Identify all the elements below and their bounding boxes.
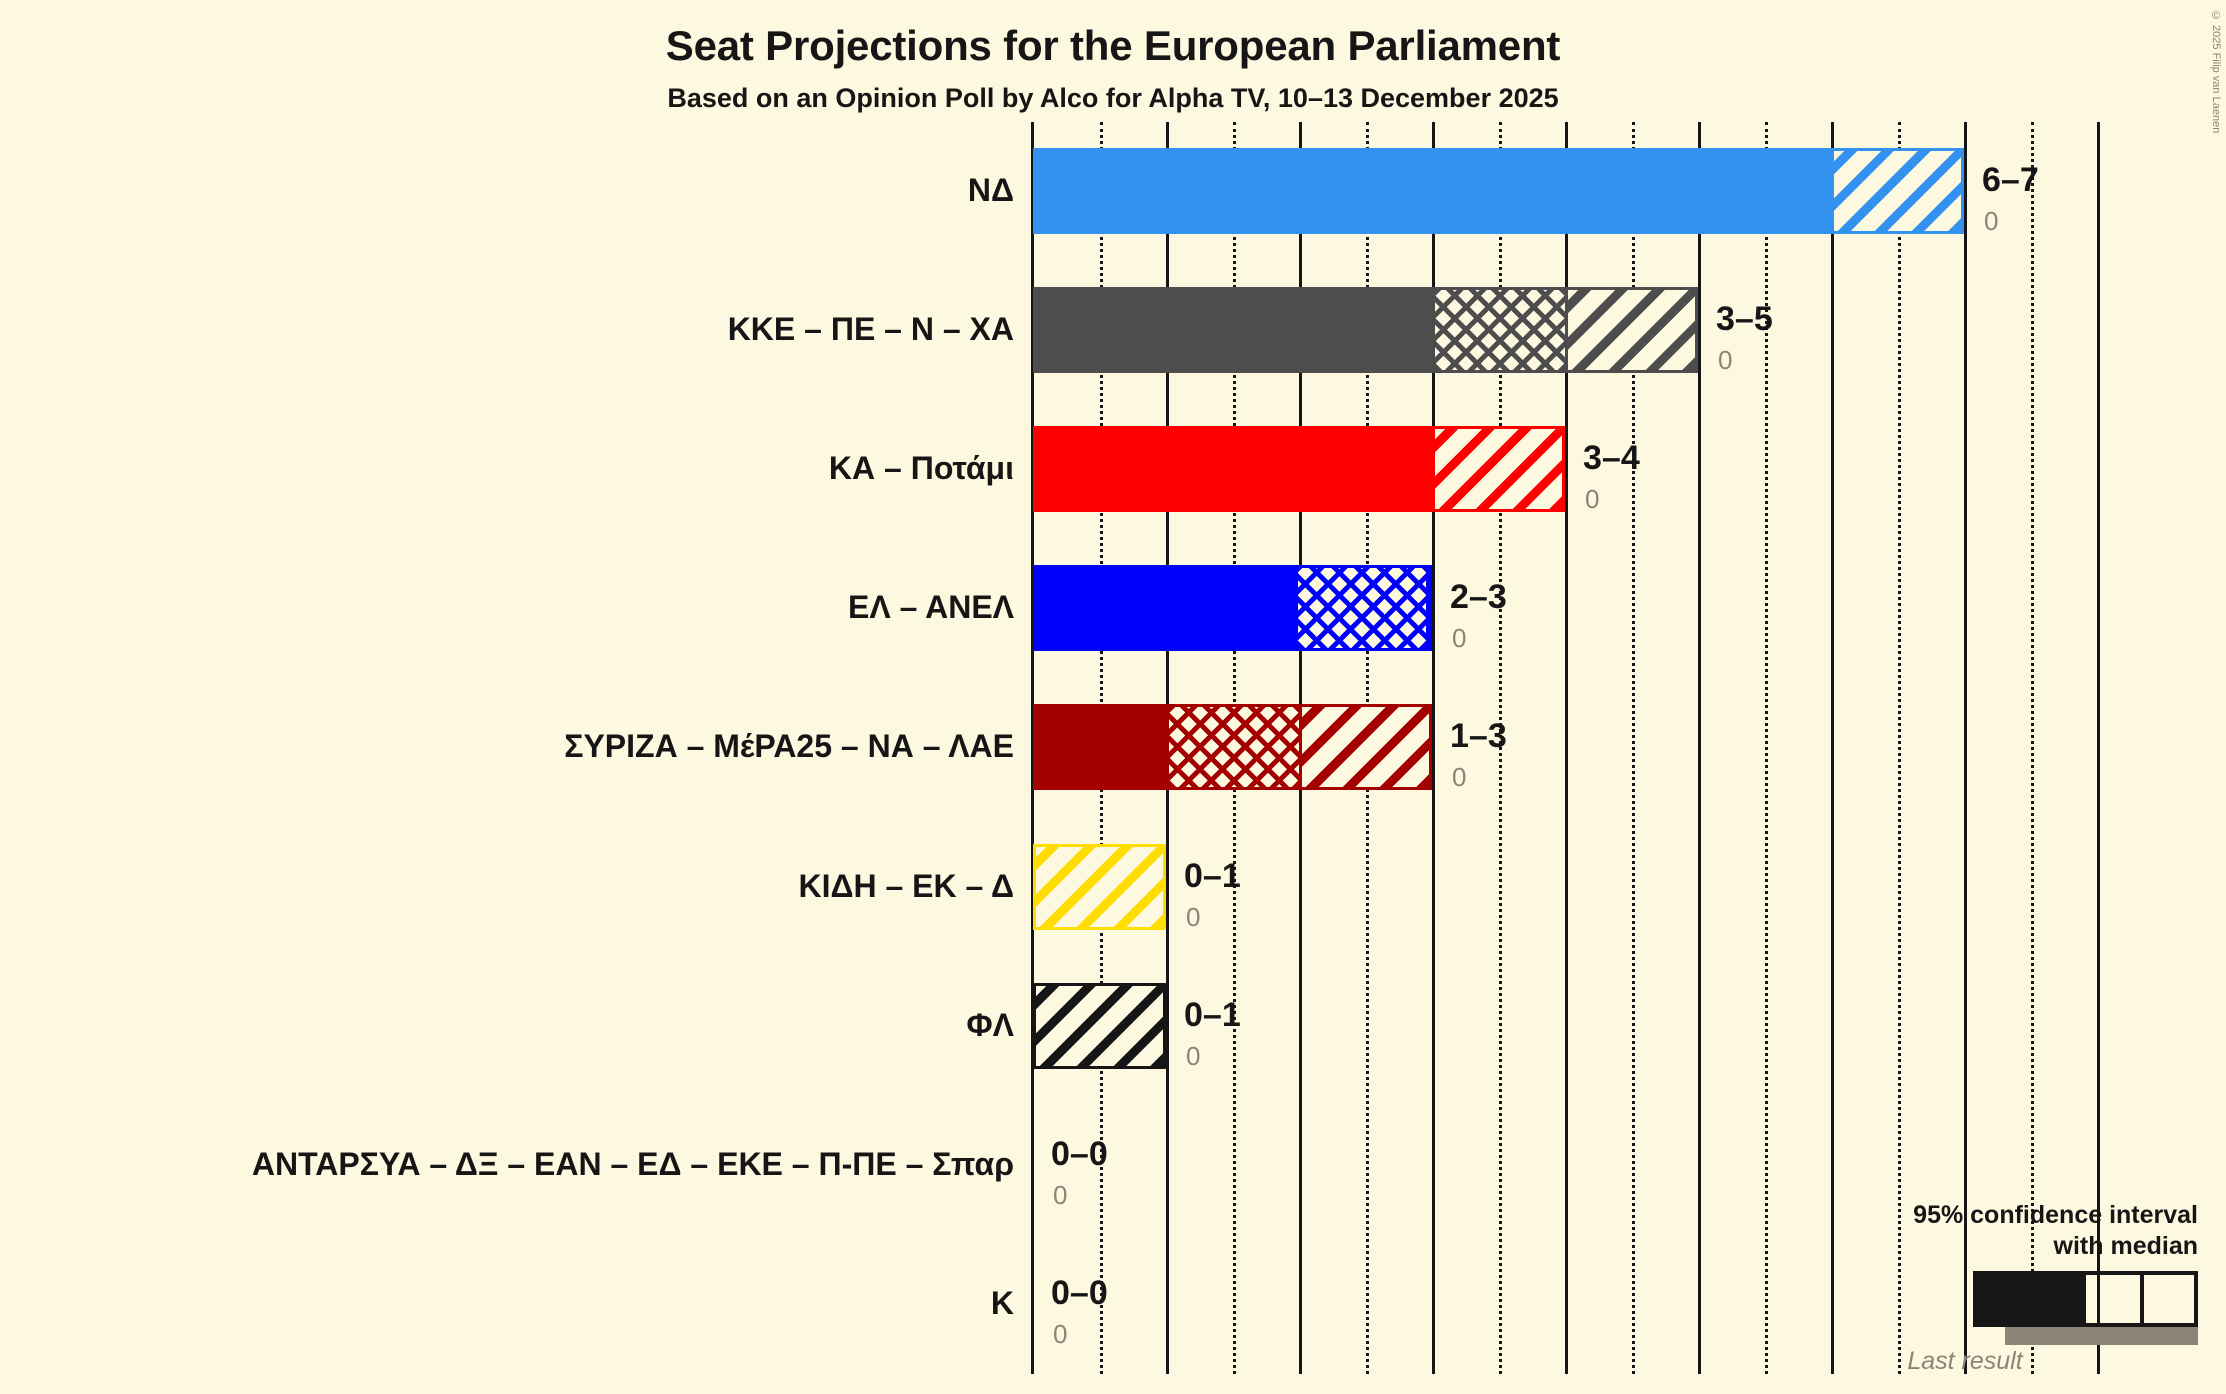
- page-title: Seat Projections for the European Parlia…: [665, 22, 1561, 69]
- gridline-minor: [1897, 122, 1901, 1374]
- confidence-interval-bar: [1033, 287, 1698, 374]
- gridline-major: [1831, 122, 1834, 1374]
- gridline-minor: [1631, 122, 1635, 1374]
- plot-area: 6–7 0 3–5 0 3–4 0 2–3 0 1–3 0 0–1 0 0–1 0 0–0 0 0–0 0: [1031, 122, 2100, 1374]
- bar-segment-crosshatch: [1297, 568, 1429, 649]
- gridline-minor: [1498, 122, 1502, 1374]
- legend-segment-solid: [1977, 1275, 2086, 1323]
- category-label: ΣΥΡΙΖΑ – ΜέΡΑ25 – ΝΑ – ΛΑΕ: [564, 728, 1014, 765]
- legend-line-2: with median: [2053, 1231, 2198, 1260]
- seat-range-label: 6–7: [1982, 161, 2039, 199]
- bar-row: 6–7 0: [1033, 122, 2093, 261]
- bar-row: 0–0 0: [1033, 1235, 2093, 1374]
- legend-last-result-bar: [2005, 1327, 2198, 1345]
- bar-row: 0–1 0: [1033, 818, 2093, 957]
- bar-segment-solid: [1036, 568, 1298, 649]
- bar-segment-diagonal: [1036, 985, 1163, 1066]
- last-result-value: 0: [1053, 1179, 1068, 1210]
- category-label: ΑΝΤΑΡΣΥΑ – ΔΞ – ΕΑΝ – ΕΔ – ΕΚΕ – Π-ΠΕ – …: [251, 1145, 1014, 1182]
- bar-row: 0–1 0: [1033, 957, 2093, 1096]
- category-label: Κ: [990, 1284, 1014, 1321]
- confidence-interval-bar: [1033, 565, 1432, 652]
- gridline-minor: [1764, 122, 1768, 1374]
- bar-segment-diagonal: [1036, 846, 1163, 927]
- bar-segment-solid: [1036, 151, 1834, 231]
- legend-interval-bar: [1973, 1271, 2198, 1327]
- gridline-major: [1432, 122, 1435, 1374]
- bar-segment-crosshatch: [1435, 290, 1568, 371]
- category-label: ΚΙΔΗ – ΕΚ – Δ: [798, 867, 1014, 904]
- bar-segment-diagonal: [1568, 290, 1695, 371]
- last-result-value: 0: [1585, 484, 1600, 515]
- confidence-interval-bar: [1033, 843, 1166, 930]
- category-label: ΝΔ: [967, 172, 1014, 208]
- bar-row: 3–4 0: [1033, 400, 2093, 539]
- gridline-major: [1565, 122, 1568, 1374]
- gridline-major: [1698, 122, 1701, 1374]
- last-result-value: 0: [1984, 206, 1999, 236]
- seat-range-label: 1–3: [1450, 717, 1507, 756]
- last-result-value: 0: [1186, 901, 1201, 932]
- seat-range-label: 2–3: [1450, 578, 1507, 617]
- confidence-interval-bar: [1033, 982, 1166, 1069]
- bar-segment-diagonal: [1435, 429, 1562, 510]
- seat-range-label: 0–0: [1051, 1134, 1108, 1173]
- confidence-interval-bar: [1033, 426, 1565, 513]
- confidence-interval-bar: [1033, 704, 1432, 791]
- last-result-value: 0: [1452, 623, 1467, 654]
- legend: 95% confidence interval with median Last…: [1768, 1200, 2198, 1376]
- legend-segment-crosshatch: [2086, 1275, 2145, 1323]
- gridline-minor: [2030, 122, 2034, 1374]
- gridline-major: [2097, 122, 2100, 1374]
- last-result-value: 0: [1186, 1040, 1201, 1071]
- value-axis: [1031, 122, 1034, 1374]
- category-label: ΚΚΕ – ΠΕ – Ν – ΧΑ: [727, 311, 1014, 348]
- legend-segment-diagonal: [2144, 1275, 2194, 1323]
- bar-row: 2–3 0: [1033, 539, 2093, 678]
- last-result-value: 0: [1452, 762, 1467, 793]
- last-result-value: 0: [1718, 345, 1733, 376]
- bar-segment-diagonal: [1302, 707, 1429, 788]
- seat-range-label: 0–0: [1051, 1273, 1108, 1312]
- bar-row: 3–5 0: [1033, 261, 2093, 400]
- copyright-notice: © 2025 Filip van Laenen: [2210, 10, 2222, 134]
- bar-segment-solid: [1036, 707, 1169, 788]
- seat-range-label: 3–5: [1716, 300, 1773, 339]
- bar-segment-solid: [1036, 429, 1435, 510]
- gridline-major: [1964, 122, 1967, 1374]
- seat-range-label: 3–4: [1583, 439, 1640, 478]
- category-label: ΕΛ – ΑΝΕΛ: [848, 589, 1014, 626]
- confidence-interval-bar: [1033, 148, 1964, 234]
- last-result-value: 0: [1053, 1318, 1068, 1349]
- bar-row: 0–0 0: [1033, 1096, 2093, 1235]
- seat-range-label: 0–1: [1184, 995, 1241, 1034]
- bar-segment-solid: [1036, 290, 1435, 371]
- bar-row: 1–3 0: [1033, 678, 2093, 817]
- category-label: ΚΑ – Ποτάμι: [828, 450, 1014, 487]
- legend-line-1: 95% confidence interval: [1913, 1201, 2198, 1229]
- category-label: ΦΛ: [966, 1006, 1014, 1043]
- bar-segment-diagonal: [1834, 151, 1961, 231]
- seat-range-label: 0–1: [1184, 856, 1241, 895]
- bar-segment-crosshatch: [1169, 707, 1302, 788]
- legend-last-result-label: Last result: [1907, 1347, 2023, 1375]
- page-subtitle: Based on an Opinion Poll by Alco for Alp…: [667, 83, 1559, 113]
